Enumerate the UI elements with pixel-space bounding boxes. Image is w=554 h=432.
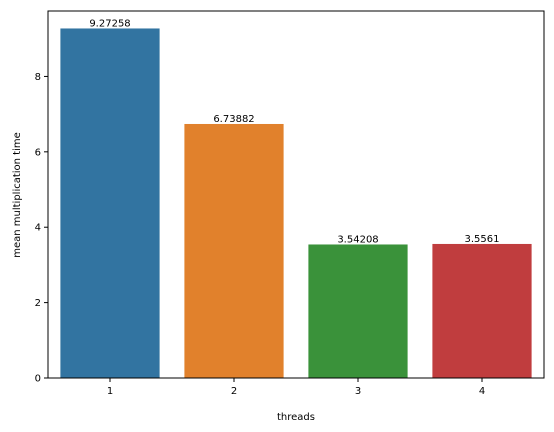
plot-frame <box>47 10 545 379</box>
data-label-4: 3.5561 <box>465 234 500 245</box>
x-tick-label-3: 3 <box>355 386 361 397</box>
x-tick-label-2: 2 <box>231 386 237 397</box>
data-labels-group: 9.27258 6.73882 3.54208 3.5561 <box>89 18 499 245</box>
bar-3 <box>308 244 408 378</box>
data-label-2: 6.73882 <box>213 114 254 125</box>
y-axis-label: mean multiplication time <box>12 132 23 258</box>
x-tick-label-4: 4 <box>479 386 485 397</box>
bar-4 <box>432 243 532 378</box>
y-tick-label-6: 6 <box>35 147 41 158</box>
data-label-1: 9.27258 <box>89 18 130 29</box>
y-axis-ticks: 0 2 4 6 8 <box>35 72 48 385</box>
data-label-3: 3.54208 <box>337 234 378 245</box>
y-tick-label-8: 8 <box>35 72 41 83</box>
bar-1 <box>60 28 160 378</box>
bar-2 <box>184 123 284 378</box>
bars-group <box>60 28 532 378</box>
x-axis-ticks: 1 2 3 4 <box>107 378 485 397</box>
y-tick-label-2: 2 <box>35 298 41 309</box>
x-tick-label-1: 1 <box>107 386 113 397</box>
y-tick-label-0: 0 <box>35 374 41 385</box>
x-axis-label: threads <box>277 412 315 423</box>
y-tick-label-4: 4 <box>35 223 41 234</box>
